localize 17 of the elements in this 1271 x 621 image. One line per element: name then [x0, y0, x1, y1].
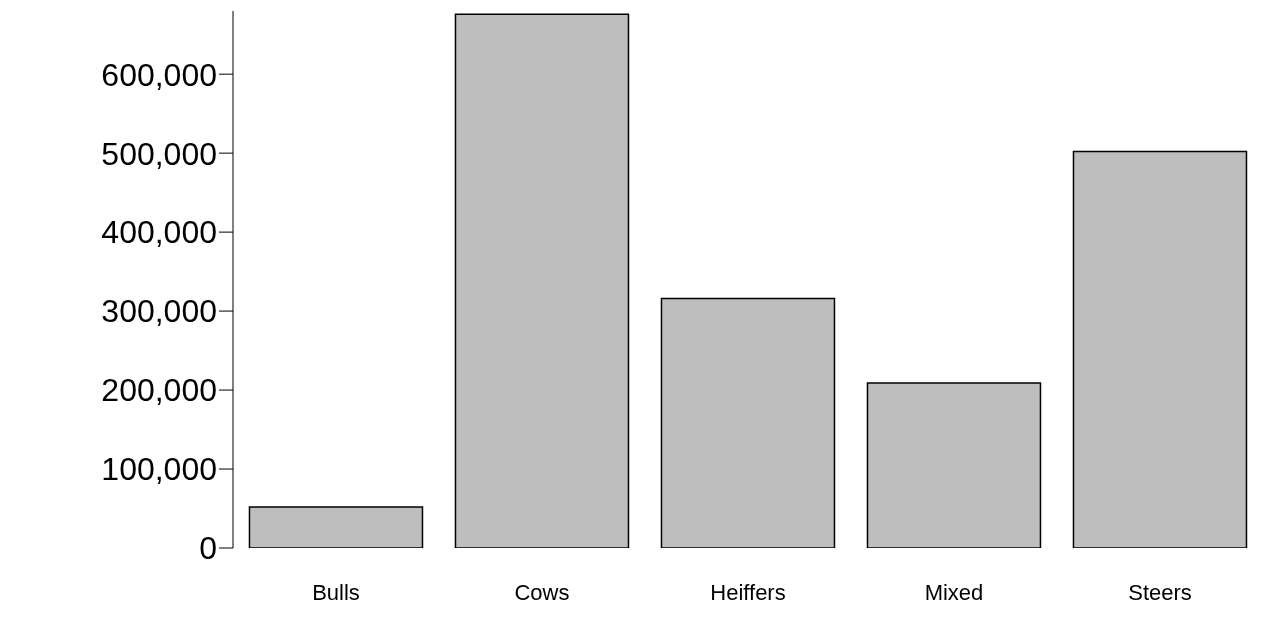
y-tick-label: 200,000: [101, 372, 217, 409]
x-tick-label: Heiffers: [710, 579, 786, 605]
bar: [866, 382, 1042, 548]
bar: [248, 506, 424, 548]
x-tick-label: Bulls: [312, 579, 360, 605]
x-tick-label: Mixed: [924, 579, 984, 605]
y-tick-label: 600,000: [101, 56, 217, 93]
y-tick-label: 400,000: [101, 214, 217, 251]
y-tick-label: 0: [199, 530, 217, 567]
bar: [1072, 150, 1248, 548]
x-tick-label: Steers: [1128, 579, 1192, 605]
y-tick-label: 100,000: [101, 451, 217, 488]
y-tick-label: 500,000: [101, 135, 217, 172]
y-tick-label: 300,000: [101, 293, 217, 330]
bar: [660, 297, 836, 548]
bar: [454, 13, 630, 548]
x-tick-label: Cows: [514, 579, 570, 605]
